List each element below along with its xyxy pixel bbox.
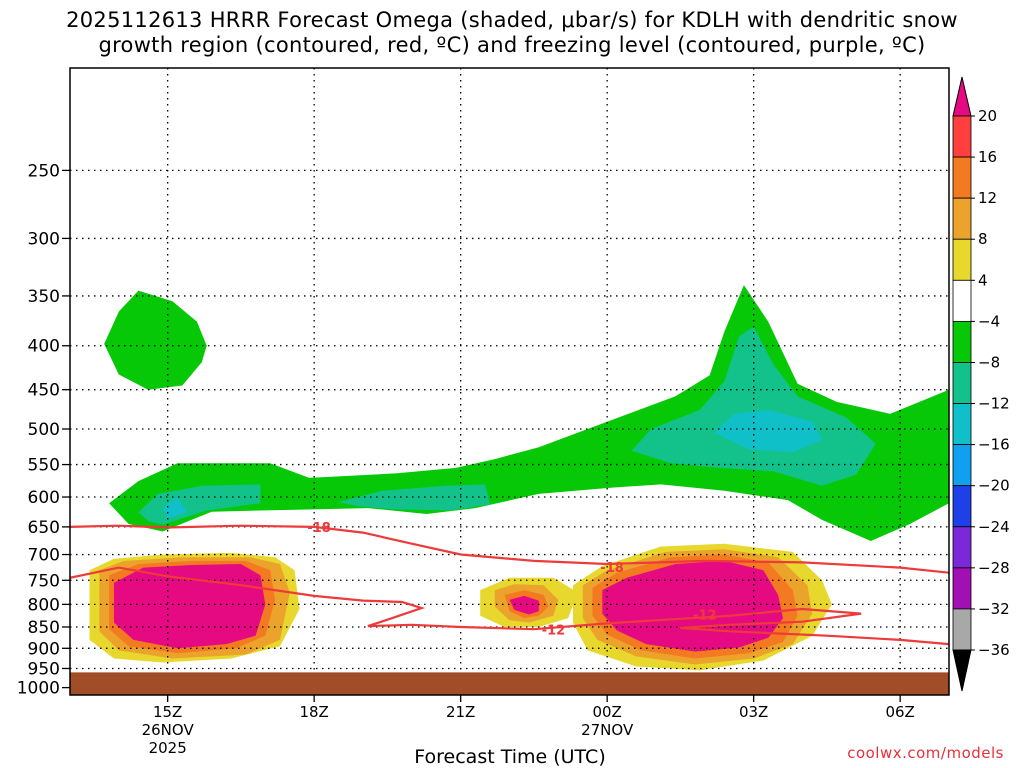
colorbar-label-4: 4 <box>978 271 988 289</box>
colorbar: 20 16 12 8 4 −4 −8 −12 −16 −20 −24 −28 −32 −36 <box>952 76 1010 692</box>
colorbar-swatch-12 <box>952 608 972 651</box>
colorbar-swatch-10 <box>952 526 972 569</box>
colorbar-under-arrow <box>952 649 972 692</box>
colorbar-swatch-5 <box>952 320 972 363</box>
x-axis-label: Forecast Time (UTC) <box>414 746 606 768</box>
omega-core-center <box>509 595 539 615</box>
colorbar-label-1: 16 <box>978 148 997 166</box>
omega-region-east-peak <box>714 409 822 453</box>
y-tick-label-550: 550 <box>28 456 60 476</box>
x-tick-label-18Z: 18Z <box>299 703 328 721</box>
y-tick-label-850: 850 <box>28 618 60 638</box>
y-tick-label-950: 950 <box>28 659 60 679</box>
colorbar-swatch-9 <box>952 485 972 528</box>
colorbar-over-arrow <box>952 76 972 117</box>
y-tick-label-250: 250 <box>28 161 60 181</box>
colorbar-swatch-1 <box>952 156 972 199</box>
y-tick-label-800: 800 <box>28 595 60 615</box>
colorbar-label-0: 20 <box>978 107 997 125</box>
contour-minus-12 <box>70 566 949 646</box>
contour-label-3: -12 <box>693 608 717 623</box>
grid-lines <box>70 68 949 695</box>
x-tick-label-21Z: 21Z <box>446 703 475 721</box>
colorbar-label-2: 12 <box>978 189 997 207</box>
y-tick-label-1000: 1000 <box>17 679 60 699</box>
y-tick-label-300: 300 <box>28 229 60 249</box>
colorbar-swatch-3 <box>952 238 972 281</box>
y-tick-label-350: 350 <box>28 287 60 307</box>
contour-label-0: -18 <box>307 521 331 536</box>
colorbar-label-10: −24 <box>978 518 1010 536</box>
omega-patch-upper-right <box>856 324 915 344</box>
ground-fill <box>70 672 949 695</box>
omega-region-center-core <box>338 484 490 511</box>
dendritic-contours: -18 -18 -12 -12 <box>70 521 949 646</box>
omega-region-west-peak <box>162 497 188 519</box>
omega-shading <box>70 285 949 671</box>
omega-core-west <box>114 564 266 649</box>
colorbar-swatch-11 <box>952 567 972 610</box>
colorbar-label-7: −12 <box>978 395 1010 413</box>
x-tick-label-03Z: 03Z <box>739 703 768 721</box>
colorbar-swatch-4 <box>952 279 972 322</box>
omega-patch-upper-mid <box>294 404 393 419</box>
colorbar-label-11: −28 <box>978 559 1010 577</box>
colorbar-label-5: −4 <box>978 312 1000 330</box>
x-tick-sublabel-00Z-0: 27NOV <box>581 721 634 739</box>
chart-title-line-2: growth region (contoured, red, ºC) and f… <box>98 33 926 57</box>
y-tick-label-500: 500 <box>28 420 60 440</box>
omega-core-east <box>602 560 783 652</box>
chart-title-line-1: 2025112613 HRRR Forecast Omega (shaded, … <box>66 8 958 32</box>
colorbar-swatch-2 <box>952 197 972 240</box>
x-tick-label-00Z: 00Z <box>592 703 621 721</box>
y-tick-label-650: 650 <box>28 518 60 538</box>
credit-text: coolwx.com/models <box>847 744 1004 762</box>
y-tick-label-400: 400 <box>28 337 60 357</box>
omega-patch-narrow <box>455 324 476 352</box>
colorbar-swatch-7 <box>952 403 972 446</box>
colorbar-label-8: −16 <box>978 436 1010 454</box>
contour-label-2: -12 <box>542 624 566 639</box>
y-tick-label-600: 600 <box>28 488 60 508</box>
y-tick-label-700: 700 <box>28 546 60 566</box>
x-tick-label-15Z: 15Z <box>153 703 182 721</box>
x-tick-sublabel-15Z-1: 2025 <box>149 739 187 757</box>
colorbar-swatch-8 <box>952 444 972 487</box>
y-tick-label-450: 450 <box>28 381 60 401</box>
y-axis: 2503003504004505005506006507007508008509… <box>17 161 70 699</box>
colorbar-swatch-6 <box>952 362 972 404</box>
x-tick-sublabel-15Z-0: 26NOV <box>142 721 195 739</box>
colorbar-swatch-0 <box>952 115 972 158</box>
colorbar-label-6: −8 <box>978 353 1000 371</box>
contour-label-1: -18 <box>600 561 624 576</box>
contour-minus-18 <box>70 524 949 574</box>
y-tick-label-750: 750 <box>28 571 60 591</box>
plot-frame <box>69 67 950 696</box>
y-tick-label-900: 900 <box>28 639 60 659</box>
x-tick-label-06Z: 06Z <box>885 703 914 721</box>
omega-region-east-core <box>631 326 876 486</box>
omega-region-upper-left <box>104 290 207 390</box>
colorbar-label-3: 8 <box>978 230 988 248</box>
colorbar-label-13: −36 <box>978 641 1010 659</box>
colorbar-label-12: −32 <box>978 600 1010 618</box>
colorbar-label-9: −20 <box>978 477 1010 495</box>
